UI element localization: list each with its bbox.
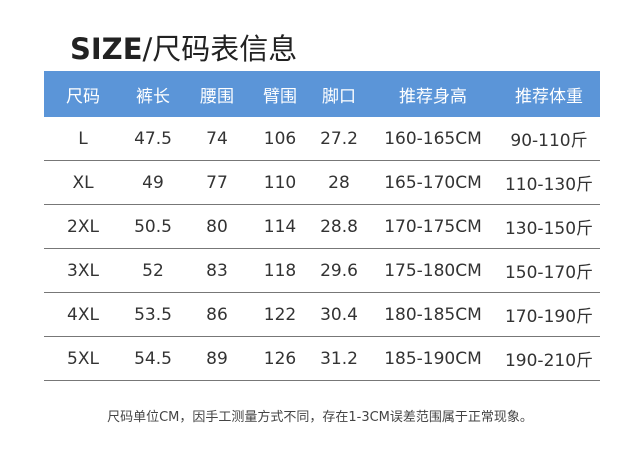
- table-cell: 185-190CM: [368, 336, 498, 381]
- table-cell: 130-150斤: [498, 204, 600, 249]
- table-cell: 114: [250, 204, 310, 249]
- table-cell: 30.4: [310, 292, 368, 337]
- table-cell: 170-190斤: [498, 292, 600, 337]
- table-cell: 150-170斤: [498, 248, 600, 293]
- table-row: 2XL 50.5 80 114 28.8 170-175CM 130-150斤: [44, 204, 600, 249]
- table-row: 3XL 52 83 118 29.6 175-180CM 150-170斤: [44, 248, 600, 293]
- table-cell: 160-165CM: [368, 117, 498, 161]
- table-cell: 50.5: [122, 204, 184, 249]
- column-header: 推荐体重: [498, 71, 600, 117]
- table-cell: XL: [44, 160, 122, 205]
- table-cell: 2XL: [44, 204, 122, 249]
- column-header: 裤长: [122, 71, 184, 117]
- title-bold: SIZE: [70, 32, 143, 66]
- table-cell: 49: [122, 160, 184, 205]
- table-cell: 190-210斤: [498, 336, 600, 381]
- column-header: 臂围: [250, 71, 310, 117]
- column-header: 脚口: [310, 71, 368, 117]
- table-cell: 110-130斤: [498, 160, 600, 205]
- table-cell: 4XL: [44, 292, 122, 337]
- table-cell: 89: [184, 336, 250, 381]
- table-cell: 74: [184, 117, 250, 161]
- table-cell: 175-180CM: [368, 248, 498, 293]
- title-rest: /尺码表信息: [142, 32, 298, 66]
- table-header-row: 尺码 裤长 腰围 臂围 脚口 推荐身高 推荐体重: [44, 71, 600, 117]
- table-cell: 52: [122, 248, 184, 293]
- table-cell: 122: [250, 292, 310, 337]
- footnote: 尺码单位CM，因手工测量方式不同，存在1-3CM误差范围属于正常现象。: [107, 410, 533, 425]
- column-header: 推荐身高: [368, 71, 498, 117]
- table-cell: 110: [250, 160, 310, 205]
- table-cell: 90-110斤: [498, 117, 600, 161]
- table-cell: 31.2: [310, 336, 368, 381]
- table-cell: 29.6: [310, 248, 368, 293]
- size-table: 尺码 裤长 腰围 臂围 脚口 推荐身高 推荐体重 L 47.5 74 106 27.2 160-165…: [44, 71, 600, 381]
- column-header: 尺码: [44, 71, 122, 117]
- table-cell: L: [44, 117, 122, 161]
- page-title: SIZE/尺码表信息: [70, 26, 297, 68]
- table-row: XL 49 77 110 28 165-170CM 110-130斤: [44, 160, 600, 205]
- table-cell: 118: [250, 248, 310, 293]
- table-cell: 80: [184, 204, 250, 249]
- table-cell: 106: [250, 117, 310, 161]
- table-cell: 28: [310, 160, 368, 205]
- table-cell: 27.2: [310, 117, 368, 161]
- table-row: 4XL 53.5 86 122 30.4 180-185CM 170-190斤: [44, 292, 600, 337]
- table-row: L 47.5 74 106 27.2 160-165CM 90-110斤: [44, 117, 600, 161]
- table-cell: 47.5: [122, 117, 184, 161]
- table-cell: 3XL: [44, 248, 122, 293]
- table-cell: 83: [184, 248, 250, 293]
- table-cell: 5XL: [44, 336, 122, 381]
- table-cell: 165-170CM: [368, 160, 498, 205]
- table-cell: 86: [184, 292, 250, 337]
- table-cell: 126: [250, 336, 310, 381]
- table-row: 5XL 54.5 89 126 31.2 185-190CM 190-210斤: [44, 336, 600, 381]
- table-cell: 54.5: [122, 336, 184, 381]
- table-cell: 53.5: [122, 292, 184, 337]
- table-cell: 180-185CM: [368, 292, 498, 337]
- table-cell: 170-175CM: [368, 204, 498, 249]
- column-header: 腰围: [184, 71, 250, 117]
- table-cell: 28.8: [310, 204, 368, 249]
- table-cell: 77: [184, 160, 250, 205]
